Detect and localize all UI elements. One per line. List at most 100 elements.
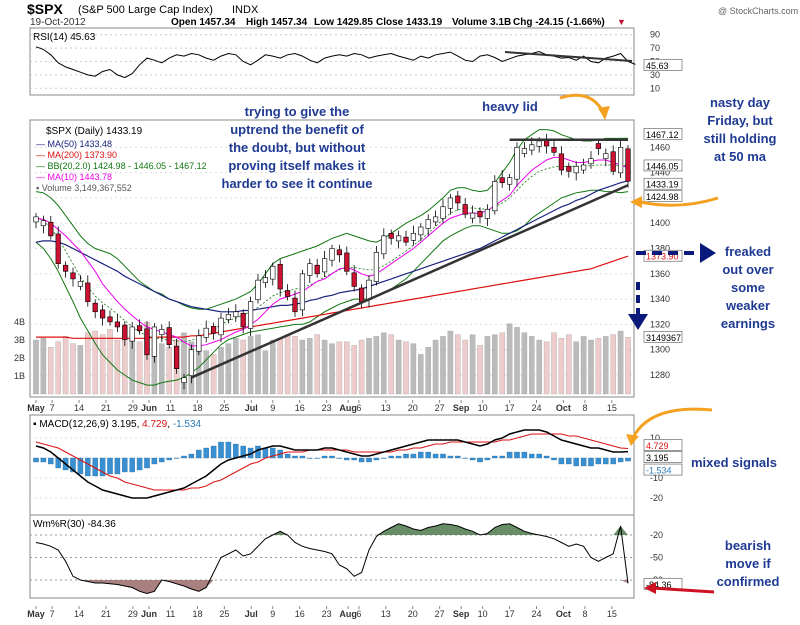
macd-histogram-bar xyxy=(159,457,165,463)
volume-bar xyxy=(321,339,328,395)
volume-bar xyxy=(373,336,380,395)
orange-arrow-heavy-lid xyxy=(559,93,606,115)
macd-histogram-bar xyxy=(77,457,84,475)
williams-overbought-fill xyxy=(36,523,628,535)
orange-arrowhead-2 xyxy=(630,196,642,208)
candle-body xyxy=(603,153,609,159)
macd-histogram-bar xyxy=(625,457,631,462)
macd-signal-label: 4.729 xyxy=(646,441,669,451)
candle-body xyxy=(573,165,579,174)
volume-bar xyxy=(277,338,283,395)
macd-histogram-bar xyxy=(225,441,232,459)
macd-histogram-bar xyxy=(381,457,387,459)
x-axis-label: 17 xyxy=(505,403,515,413)
volume-bar xyxy=(299,339,306,395)
macd-signal-line xyxy=(35,433,629,491)
macd-panel xyxy=(29,414,635,516)
x-axis-label: 21 xyxy=(101,403,111,413)
candle-body xyxy=(373,252,379,282)
x-axis-label: 14 xyxy=(74,403,84,413)
candle-body xyxy=(521,148,527,154)
candle-body xyxy=(433,216,439,223)
volume-bar xyxy=(477,345,483,395)
candle-body xyxy=(203,327,209,338)
candle-body xyxy=(344,252,350,272)
macd-signal-label-box xyxy=(643,439,683,451)
candle-body xyxy=(536,140,542,147)
volume-bar xyxy=(55,341,61,395)
macd-histogram-bar xyxy=(492,455,498,459)
price-tick-label: 1380 xyxy=(650,244,670,254)
volume-bar xyxy=(425,347,431,395)
macd-histogram-bar xyxy=(610,457,616,465)
candle-body xyxy=(595,143,601,149)
volume-bar xyxy=(255,334,261,395)
candle-body xyxy=(211,326,217,334)
macd-histogram-bar xyxy=(122,457,128,473)
note-freaked-5: earnings xyxy=(721,316,775,331)
candle-body xyxy=(499,177,505,184)
candle-body xyxy=(277,264,283,290)
macd-histogram-bar xyxy=(447,455,454,459)
x-axis-label: 21 xyxy=(101,609,111,619)
bb-mid-label: 1446.05 xyxy=(646,161,679,171)
note-freaked-1: freaked xyxy=(725,244,771,259)
candle-body xyxy=(492,181,498,212)
x-axis-label: 14 xyxy=(74,609,84,619)
price-series xyxy=(33,129,631,389)
volume-bar xyxy=(432,339,439,395)
navy-arrowhead-2 xyxy=(628,314,648,330)
volume-bar xyxy=(625,337,631,395)
volume-tick-label: 3B xyxy=(14,335,25,345)
volume-bar xyxy=(336,341,343,395)
volume-bar xyxy=(92,330,98,395)
bb-upper-label-box xyxy=(643,127,683,140)
candle-body xyxy=(70,272,76,280)
macd-histogram-bar xyxy=(566,457,572,465)
note-nasty-1: nasty day xyxy=(710,95,771,110)
macd-histogram-bar xyxy=(85,457,91,477)
williams-title: Wm%R(30) -84.36 xyxy=(33,519,116,530)
x-axis-label: 25 xyxy=(219,609,229,619)
macd-histogram-bar xyxy=(210,445,217,459)
volume-bar xyxy=(603,336,609,395)
candle-body xyxy=(403,236,409,243)
x-axis-label: 16 xyxy=(295,609,305,619)
macd-histogram-bar xyxy=(181,455,187,459)
candle-body xyxy=(314,264,320,275)
volume-bar xyxy=(418,354,424,395)
note-freaked-4: weaker xyxy=(725,298,770,313)
bb-mid-label-box xyxy=(643,159,683,172)
x-axis-label: 9 xyxy=(270,403,275,413)
macd-histogram-bar xyxy=(218,441,224,459)
x-axis-label: 18 xyxy=(192,403,202,413)
down-arrow-icon: ▼ xyxy=(617,17,626,27)
orange-arrowhead-3 xyxy=(626,434,639,446)
legend-ma200: — MA(200) 1373.90 xyxy=(36,150,117,160)
volume-bar xyxy=(107,329,113,395)
macd-histogram-bar xyxy=(284,453,291,459)
volume-bar xyxy=(440,336,446,395)
macd-histogram-bar xyxy=(388,455,394,459)
candle-body xyxy=(92,302,98,313)
volume-bar xyxy=(114,339,121,395)
navy-arrowhead-1 xyxy=(700,243,716,263)
ma200-label: 1373.90 xyxy=(646,252,679,262)
candle-body xyxy=(48,221,54,237)
candle-body xyxy=(285,290,291,297)
macd-histogram-bar xyxy=(233,443,239,459)
ma50-line xyxy=(35,180,629,313)
volume-bar xyxy=(381,332,387,395)
ma10-line xyxy=(35,156,629,347)
macd-histogram-bar xyxy=(484,457,491,461)
volume-bar xyxy=(529,336,535,395)
x-axis-label: Oct xyxy=(556,609,571,619)
candle-body xyxy=(322,258,328,273)
index-name: (S&P 500 Large Cap Index) xyxy=(78,4,213,16)
volume-bar xyxy=(85,332,91,395)
candle-body xyxy=(529,144,535,151)
x-axis-label: Sep xyxy=(453,403,470,413)
macd-histogram-bar xyxy=(33,457,39,463)
macd-histogram-bar xyxy=(506,451,513,459)
williams-tick-label: -20 xyxy=(650,530,663,540)
